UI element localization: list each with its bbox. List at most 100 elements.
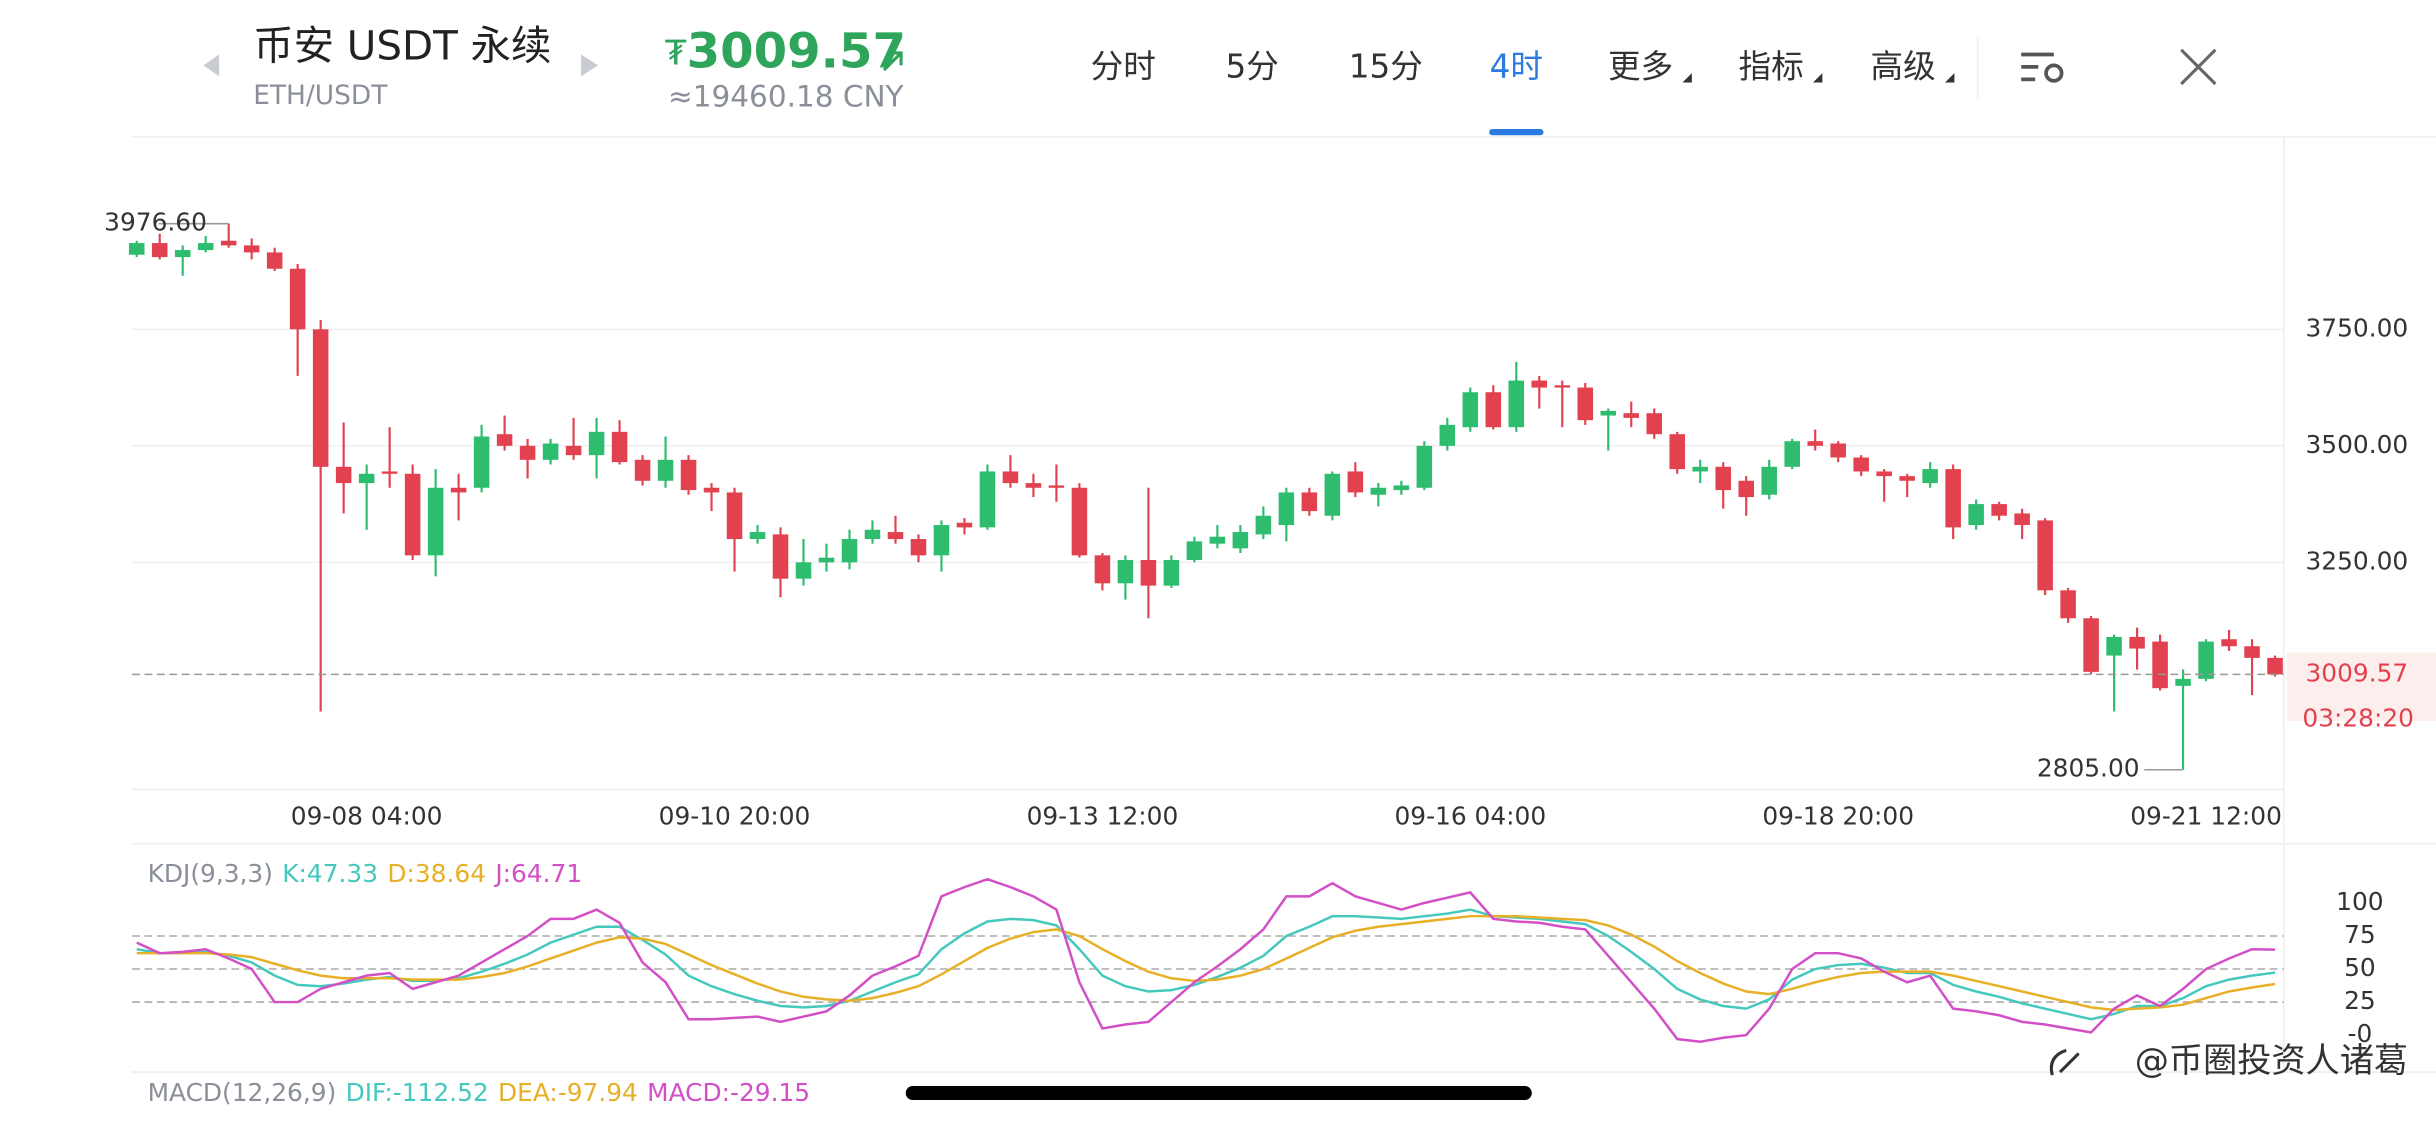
candle-body [2244, 646, 2260, 658]
up-arrow [882, 51, 903, 72]
candle-body [289, 268, 306, 330]
legend-entry: DEA:-97.94 [498, 1078, 638, 1107]
tab[interactable]: 4时 [1490, 47, 1543, 85]
y-tick-label: -0 [2347, 1019, 2372, 1048]
candle-body [1209, 536, 1226, 544]
legend-entry: J:64.71 [493, 859, 582, 888]
candle-body [1600, 410, 1617, 416]
legend-entry: K:47.33 [282, 859, 378, 888]
price: ₮3009.57 [665, 23, 906, 79]
extreme-label: 2805.00 [2037, 754, 2140, 783]
macd-title: MACD(12,26,9) [148, 1078, 337, 1107]
y-tick-label: 3250.00 [2305, 546, 2408, 575]
dropdown-caret [1682, 73, 1692, 83]
candle-body [1163, 560, 1180, 586]
prev-arrow[interactable] [203, 54, 220, 77]
candle-body [703, 487, 720, 493]
tab[interactable]: 更多 [1608, 47, 1673, 85]
candle-body [1232, 532, 1249, 549]
candle-body [1186, 541, 1203, 561]
extreme-label: 3976.60 [104, 208, 207, 237]
close-button[interactable] [2180, 48, 2217, 86]
candle-body [1646, 413, 1663, 435]
x-tick-label: 09-21 12:00 [2130, 801, 2282, 830]
legend-entry: D:38.64 [387, 859, 486, 888]
last-price-box [2286, 652, 2436, 722]
candle-body [1830, 443, 1846, 458]
candle-body [1278, 492, 1295, 526]
next-arrow[interactable] [581, 54, 599, 77]
candle-body [1416, 445, 1433, 488]
candle-body [1071, 487, 1088, 556]
candle-body [1393, 485, 1410, 491]
candle-body [1669, 434, 1686, 470]
candle-body [611, 431, 628, 463]
candle-body [1554, 385, 1571, 388]
y-tick-label: 50 [2344, 953, 2376, 982]
candle-body [1048, 485, 1065, 488]
x-tick-label: 09-13 12:00 [1027, 801, 1179, 830]
candle-body [795, 562, 812, 579]
candle-body [772, 534, 789, 579]
tab[interactable]: 5分 [1225, 47, 1278, 85]
candle-body [2175, 678, 2191, 686]
tab[interactable]: 15分 [1349, 47, 1423, 85]
candle-body [197, 243, 214, 251]
candle-body [1945, 469, 1961, 528]
tab[interactable]: 指标 [1738, 47, 1803, 85]
candle-body [1807, 441, 1823, 446]
candle-body [588, 431, 605, 456]
tab[interactable]: 高级 [1871, 47, 1936, 85]
macd-legend: MACD(12,26,9) DIF:-112.52 DEA:-97.94 MACD:-… [148, 1078, 811, 1107]
candle-body [887, 532, 904, 540]
candle-body [680, 459, 697, 491]
pair: ETH/USDT [253, 80, 388, 111]
kdj-line [136, 877, 2276, 1043]
candle-body [358, 473, 375, 484]
currency: ₮ [665, 33, 687, 73]
candle-body [1899, 476, 1915, 481]
candle-body [1715, 466, 1731, 491]
candle-body [1140, 560, 1157, 586]
candle-body [1002, 471, 1019, 484]
candle-body [1922, 469, 1938, 484]
candle-body [1991, 504, 2007, 516]
active-tab-underline [1489, 129, 1544, 136]
candle-body [174, 250, 191, 258]
candle-body [1117, 560, 1134, 584]
y-tick-label: 3500.00 [2305, 430, 2408, 459]
candle-body [657, 459, 674, 481]
candle-body [956, 522, 973, 528]
candle-body [1531, 380, 1548, 388]
candle-body [2267, 657, 2283, 675]
y-tick-label: 3750.00 [2305, 313, 2408, 342]
candle-body [1508, 380, 1525, 428]
candle-body [1462, 392, 1479, 428]
candle-body [519, 445, 536, 460]
candle-body [749, 532, 766, 540]
candle-body [266, 252, 283, 269]
candle-body [2152, 641, 2168, 689]
settings-icon[interactable] [2021, 52, 2064, 83]
candle-body [1324, 473, 1341, 516]
candle-body [2106, 636, 2122, 656]
y-tick-label: 25 [2344, 986, 2376, 1015]
y-tick-label: 75 [2344, 920, 2376, 949]
candle-body [1094, 555, 1111, 584]
candle-body [1853, 457, 1869, 472]
candle-body [1577, 387, 1594, 421]
candle-body [910, 539, 927, 556]
x-tick-label: 09-18 20:00 [1762, 801, 1914, 830]
candle-body [1025, 483, 1042, 488]
candle-body [427, 487, 444, 556]
x-tick-label: 09-10 20:00 [659, 801, 811, 830]
legend-entry: MACD:-29.15 [647, 1078, 810, 1107]
candle-body [220, 240, 237, 246]
candle-body [1370, 487, 1387, 495]
candle-body [1738, 480, 1754, 498]
candle-body [841, 539, 858, 563]
tab[interactable]: 分时 [1091, 47, 1156, 85]
candle-body [1439, 424, 1456, 446]
price-value: 3009.57 [687, 23, 906, 79]
